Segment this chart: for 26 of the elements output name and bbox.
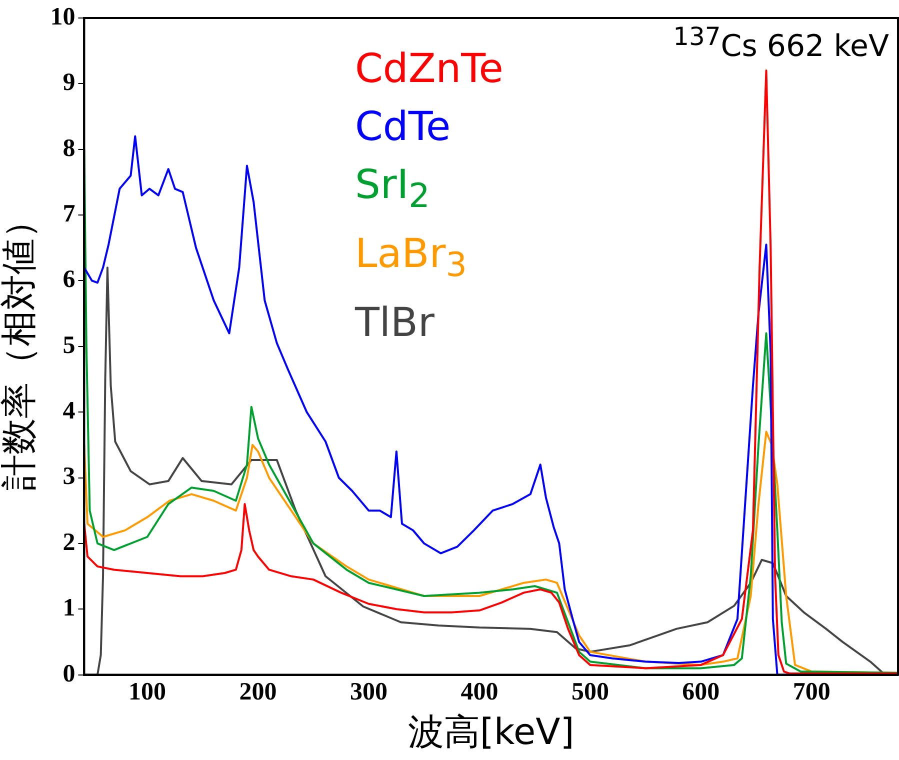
y-tick-label: 1 (62, 594, 76, 622)
x-tick-label: 100 (128, 678, 166, 706)
y-tick-label: 10 (50, 3, 76, 30)
y-tick-label: 7 (62, 200, 76, 228)
text: TlBr (355, 299, 436, 348)
x-tick-label: 500 (571, 678, 609, 706)
y-axis-title: 計数率（相対値） (0, 202, 40, 490)
y-tick-label: 3 (62, 463, 76, 490)
text: LaBr$_{3}$ (355, 230, 468, 286)
y-tick-label: 2 (62, 528, 76, 556)
y-tick-label: 9 (62, 69, 76, 96)
annotation: $^{137}$Cs 662 keV (673, 22, 889, 64)
text: SrI$_{2}$ (355, 161, 431, 217)
text: CdTe (355, 103, 452, 152)
x-axis-title: 波高[keV] (408, 712, 574, 753)
x-tick-label: 300 (350, 678, 388, 706)
y-tick-label: 8 (62, 134, 76, 162)
x-tick-label: 700 (792, 678, 830, 706)
x-tick-label: 600 (682, 678, 720, 706)
y-tick-label: 6 (62, 266, 76, 294)
y-tick-label: 4 (62, 398, 76, 425)
x-tick-label: 200 (239, 678, 277, 706)
y-tick-label: 0 (62, 660, 76, 688)
y-tick-label: 5 (62, 332, 76, 359)
x-tick-label: 400 (460, 678, 498, 706)
text: CdZnTe (355, 45, 504, 94)
